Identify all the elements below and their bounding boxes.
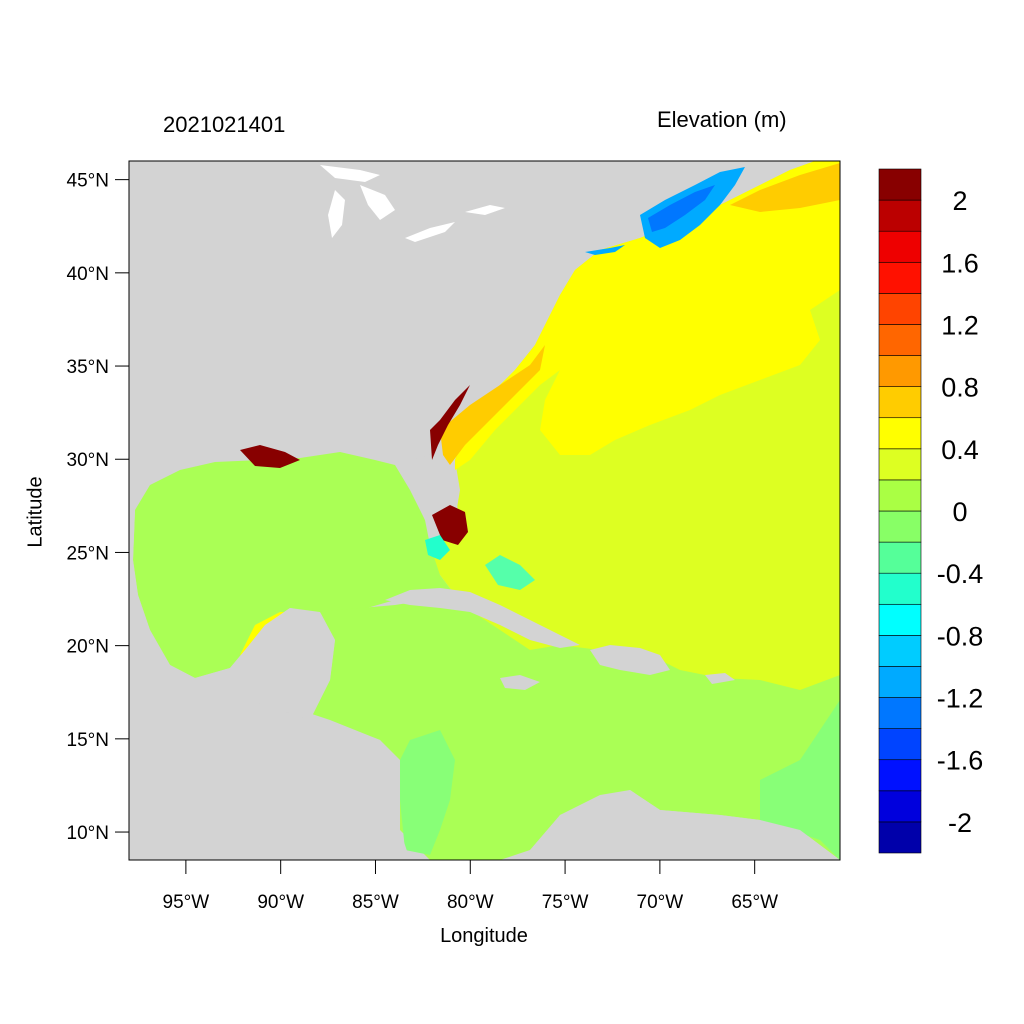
shelf-green-west [400,730,455,855]
date-label: 2021021401 [163,112,286,137]
x-axis-ticks: 95°W 90°W 85°W 80°W 75°W 70°W 65°W [163,860,778,913]
colorbar-label: -1.6 [937,746,984,776]
negative-anomaly-core [648,185,715,232]
south-america [530,790,840,860]
colorbar-swatch [878,572,922,605]
x-tick-label: 90°W [257,892,304,913]
shelf-green-east [760,700,840,860]
jamaica [500,675,540,690]
surge-south-florida [432,505,468,545]
y-tick-label: 20°N [67,637,109,658]
colorbar-swatch [878,510,922,543]
colorbar-swatch [878,168,922,201]
colorbar-swatch [878,355,922,387]
colorbar-swatch [878,199,922,232]
colorbar-swatch [878,759,922,792]
colorbar-label: 0.8 [941,373,979,403]
colorbar-swatch [878,230,922,263]
x-axis-label: Longitude [440,925,528,947]
colorbar-swatch [878,728,922,761]
colorbar-swatch [878,635,922,667]
colorbar-swatch [878,324,922,356]
map-content [129,161,840,860]
gulf-of-mexico [133,452,455,678]
colorbar-label: 0.4 [941,435,979,465]
y-tick-label: 30°N [67,450,109,471]
y-tick-label: 40°N [67,264,109,285]
colorbar-swatch [878,293,922,325]
colorbar-label: -0.8 [937,621,984,651]
lake-huron [360,185,395,220]
colorbar-label: 2 [952,186,967,216]
x-tick-label: 75°W [542,892,589,913]
y-tick-label: 35°N [67,357,109,378]
colorbar-label: -2 [948,808,972,838]
hispaniola [590,645,670,675]
colorbar-swatch [878,603,922,636]
colorbar-label: 1.2 [941,310,979,340]
y-tick-label: 45°N [67,171,109,192]
colorbar-swatch [878,448,922,481]
colorbar-label: 1.6 [941,248,979,278]
colorbar-label: 0 [952,497,967,527]
lake-ontario [465,205,505,215]
coastal-high-band [455,161,840,470]
surge-southeast-coast [430,385,470,460]
x-tick-label: 70°W [637,892,684,913]
colorbar-swatch [878,479,922,512]
colorbar-swatch [878,261,922,294]
colorbar-label: -0.4 [937,559,984,589]
surge-louisiana-coast [240,445,300,468]
surge-band-southeast [440,345,545,465]
bahamas-bank [485,555,535,590]
surge-band-northeast [730,163,840,212]
puerto-rico [705,673,735,684]
y-tick-label: 15°N [67,730,109,751]
colorbar-label: -1.2 [937,684,984,714]
colorbar-swatch [878,386,922,419]
colorbar-swatch [878,417,922,450]
negative-anomaly-long-island [585,245,625,255]
florida-bay [425,535,450,560]
x-tick-label: 80°W [447,892,494,913]
lake-michigan [328,190,345,238]
x-tick-label: 95°W [163,892,210,913]
colorbar-swatch [878,666,922,698]
y-axis-ticks: 10°N 15°N 20°N 25°N 30°N 35°N 40°N 45°N [67,171,129,844]
mexico [129,510,335,720]
y-tick-label: 10°N [67,823,109,844]
central-america [129,700,410,860]
lake-erie [405,222,455,242]
colorbar-swatch [878,790,922,823]
colorbar: -2 -1.6 -1.2 -0.8 -0.4 0 0.4 0.8 1.2 1.6 2 [878,168,984,854]
y-tick-label: 25°N [67,543,109,564]
plot-frame [128,160,841,861]
colorbar-swatch [878,821,922,854]
cuba [385,588,580,648]
colorbar-swatch [878,697,922,729]
x-tick-label: 65°W [731,892,778,913]
lake-superior [320,165,380,182]
colorbar-swatch [878,541,922,574]
x-tick-label: 85°W [352,892,399,913]
variable-label: Elevation (m) [657,107,787,132]
